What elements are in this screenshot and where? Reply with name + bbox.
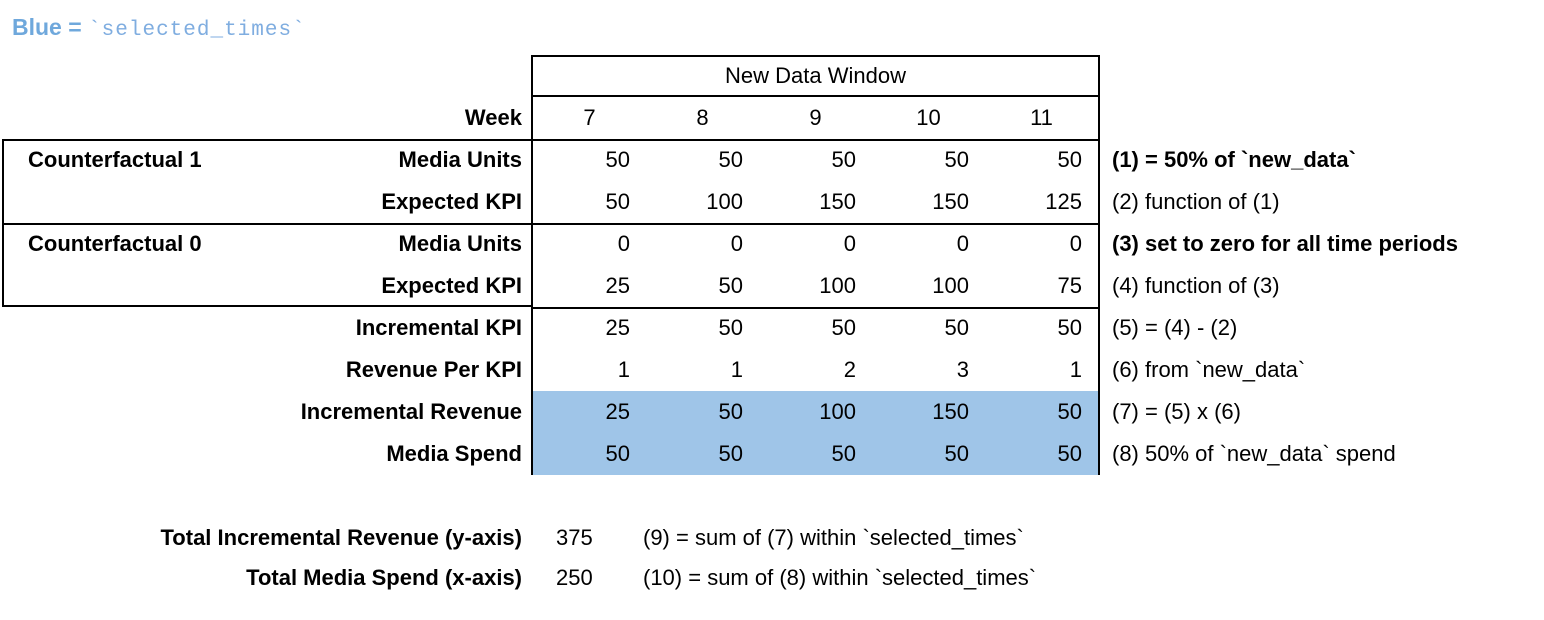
legend-note-code: `selected_times` xyxy=(88,19,306,42)
table-row-expected-kpi-cf1: 50 100 150 150 125 xyxy=(533,181,1098,223)
week-number: 10 xyxy=(916,105,941,130)
data-cell: 0 xyxy=(956,231,969,256)
data-cell: 1 xyxy=(617,357,630,382)
new-data-window-title: New Data Window xyxy=(725,63,906,88)
data-cell: 25 xyxy=(605,399,630,424)
row-annotation-8: (8) 50% of `new_data` spend xyxy=(1112,441,1396,466)
row-label-incremental-revenue: Incremental Revenue xyxy=(300,399,522,424)
data-cell: 50 xyxy=(831,147,856,172)
table-row-media-spend: 50 50 50 50 50 xyxy=(533,433,1098,475)
counterfactual-0-label: Counterfactual 0 xyxy=(28,231,202,256)
data-cell: 0 xyxy=(843,231,856,256)
data-cell: 50 xyxy=(605,147,630,172)
data-cell: 100 xyxy=(819,273,856,298)
total-incremental-revenue-annotation: (9) = sum of (7) within `selected_times` xyxy=(643,525,1024,550)
total-incremental-revenue-value: 375 xyxy=(556,525,593,550)
row-annotation-7: (7) = (5) x (6) xyxy=(1112,399,1241,424)
total-incremental-revenue-label: Total Incremental Revenue (y-axis) xyxy=(160,525,523,550)
data-cell: 100 xyxy=(706,189,743,214)
table-row-media-units-cf0: 0 0 0 0 0 xyxy=(533,223,1098,265)
new-data-window-header: New Data Window xyxy=(531,55,1100,97)
counterfactual-1-label: Counterfactual 1 xyxy=(28,147,202,172)
row-label-media-units-cf0: Media Units xyxy=(398,231,522,256)
data-cell: 50 xyxy=(718,441,743,466)
row-label-expected-kpi-cf0: Expected KPI xyxy=(381,273,522,298)
data-cell: 50 xyxy=(944,315,969,340)
data-cell: 50 xyxy=(718,273,743,298)
table-row-incremental-kpi: 25 50 50 50 50 xyxy=(533,307,1098,349)
data-cell: 150 xyxy=(819,189,856,214)
week-number-row: 7 8 9 10 11 xyxy=(533,97,1098,139)
grid-line-under-cf0 xyxy=(533,307,1098,309)
total-media-spend-annotation: (10) = sum of (8) within `selected_times… xyxy=(643,565,1037,590)
data-cell: 1 xyxy=(730,357,743,382)
row-label-media-units-cf1: Media Units xyxy=(398,147,522,172)
data-cell: 0 xyxy=(1069,231,1082,256)
counterfactual-divider-line xyxy=(4,223,531,225)
data-cell: 50 xyxy=(605,189,630,214)
total-media-spend-value: 250 xyxy=(556,565,593,590)
row-label-expected-kpi-cf1: Expected KPI xyxy=(381,189,522,214)
data-cell: 25 xyxy=(605,273,630,298)
data-cell: 50 xyxy=(831,441,856,466)
table-row-revenue-per-kpi: 1 1 2 3 1 xyxy=(533,349,1098,391)
selected-times-highlight-band xyxy=(533,391,1098,475)
week-number: 8 xyxy=(696,105,709,130)
grid-line-under-week xyxy=(533,139,1098,141)
week-number: 11 xyxy=(1030,105,1053,130)
data-cell: 50 xyxy=(1057,441,1082,466)
data-cell: 1 xyxy=(1069,357,1082,382)
data-cell: 50 xyxy=(718,147,743,172)
data-cell: 0 xyxy=(617,231,630,256)
row-label-revenue-per-kpi: Revenue Per KPI xyxy=(345,357,522,382)
data-cell: 50 xyxy=(605,441,630,466)
data-cell: 50 xyxy=(944,147,969,172)
row-label-incremental-kpi: Incremental KPI xyxy=(355,315,522,340)
data-cell: 50 xyxy=(718,399,743,424)
data-cell: 50 xyxy=(718,315,743,340)
legend-note: Blue = `selected_times` xyxy=(12,14,306,42)
table-row-media-units-cf1: 50 50 50 50 50 xyxy=(533,139,1098,181)
data-cell: 100 xyxy=(932,273,969,298)
data-cell: 125 xyxy=(1045,189,1082,214)
data-cell: 50 xyxy=(831,315,856,340)
data-cell: 75 xyxy=(1057,273,1082,298)
row-annotation-1: (1) = 50% of `new_data` xyxy=(1112,147,1356,172)
data-cell: 150 xyxy=(932,399,969,424)
week-number: 9 xyxy=(809,105,822,130)
row-annotation-4: (4) function of (3) xyxy=(1112,273,1280,298)
row-label-media-spend: Media Spend xyxy=(386,441,522,466)
data-cell: 50 xyxy=(1057,399,1082,424)
week-header-label: Week xyxy=(464,105,522,130)
data-cell: 25 xyxy=(605,315,630,340)
table-row-incremental-revenue: 25 50 100 150 50 xyxy=(533,391,1098,433)
row-annotation-6: (6) from `new_data` xyxy=(1112,357,1306,382)
data-cell: 50 xyxy=(1057,315,1082,340)
data-cell: 0 xyxy=(730,231,743,256)
data-cell: 50 xyxy=(944,441,969,466)
data-cell: 2 xyxy=(843,357,856,382)
legend-note-prefix: Blue = xyxy=(12,14,89,40)
data-cell: 100 xyxy=(819,399,856,424)
data-cell: 150 xyxy=(932,189,969,214)
data-cell: 3 xyxy=(956,357,969,382)
row-annotation-2: (2) function of (1) xyxy=(1112,189,1280,214)
total-media-spend-label: Total Media Spend (x-axis) xyxy=(246,565,522,590)
data-grid: 7 8 9 10 11 50 50 50 50 50 50 100 150 15… xyxy=(531,97,1100,475)
row-annotation-3: (3) set to zero for all time periods xyxy=(1112,231,1458,256)
week-number: 7 xyxy=(583,105,596,130)
data-cell: 50 xyxy=(1057,147,1082,172)
row-annotation-5: (5) = (4) - (2) xyxy=(1112,315,1238,340)
grid-line-cf1-cf0 xyxy=(533,223,1098,225)
table-row-expected-kpi-cf0: 25 50 100 100 75 xyxy=(533,265,1098,307)
